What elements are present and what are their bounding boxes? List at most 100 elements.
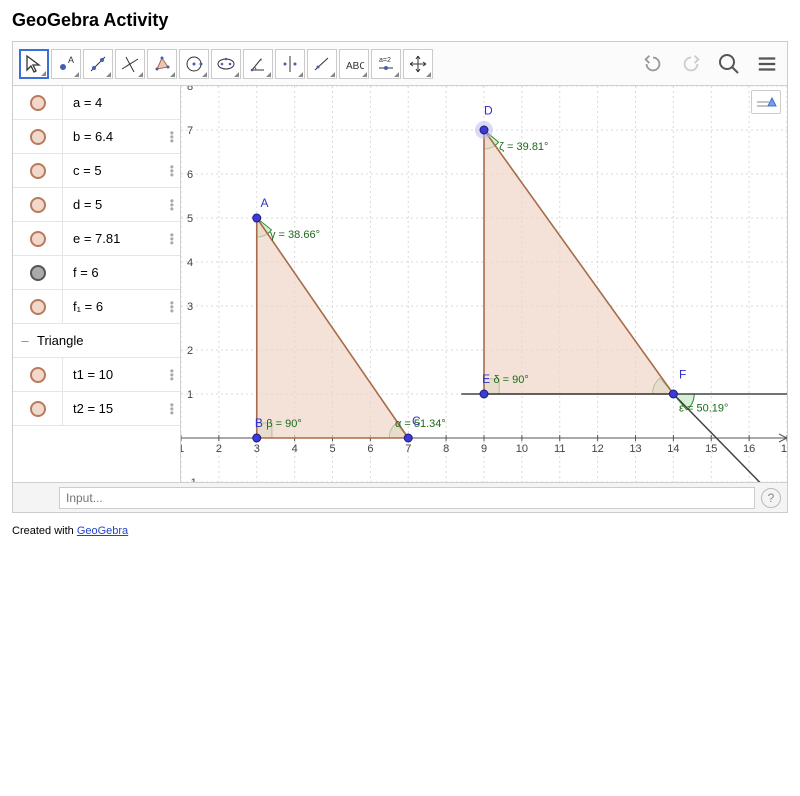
svg-text:15: 15 bbox=[705, 443, 717, 455]
svg-text:12: 12 bbox=[592, 443, 604, 455]
algebra-row[interactable]: f = 6 bbox=[13, 256, 180, 290]
page-title: GeoGebra Activity bbox=[0, 0, 800, 41]
svg-text:D: D bbox=[484, 104, 493, 118]
workspace: a = 4b = 6.4•••c = 5•••d = 5•••e = 7.81•… bbox=[13, 86, 787, 482]
algebra-label: c = 5 bbox=[63, 163, 102, 178]
svg-text:B: B bbox=[255, 416, 263, 430]
help-button[interactable]: ? bbox=[761, 488, 781, 508]
tool-ellipse[interactable] bbox=[211, 49, 241, 79]
algebra-row[interactable]: e = 7.81••• bbox=[13, 222, 180, 256]
algebra-label: d = 5 bbox=[63, 197, 102, 212]
command-input[interactable] bbox=[59, 487, 755, 509]
toolbar-right bbox=[639, 50, 781, 78]
input-bar: ? bbox=[13, 482, 787, 512]
collapse-icon[interactable]: – bbox=[19, 333, 31, 348]
svg-text:a=2: a=2 bbox=[379, 57, 391, 64]
visibility-dot[interactable] bbox=[30, 95, 46, 111]
footer-text: Created with bbox=[12, 525, 77, 537]
svg-text:11: 11 bbox=[554, 443, 565, 455]
row-menu-icon[interactable]: ••• bbox=[170, 403, 174, 415]
graphics-style-button[interactable] bbox=[751, 90, 781, 114]
redo-button[interactable] bbox=[677, 50, 705, 78]
geogebra-app: A ° ABC a=2 a = 4 b = 6.4 ••• c = 5 ••• d = 5 •••… bbox=[12, 41, 788, 513]
visibility-dot[interactable] bbox=[30, 265, 46, 281]
tool-reflect[interactable] bbox=[275, 49, 305, 79]
visibility-dot[interactable] bbox=[30, 367, 46, 383]
visibility-dot[interactable] bbox=[30, 197, 46, 213]
svg-text:14: 14 bbox=[667, 443, 679, 455]
svg-text:3: 3 bbox=[187, 301, 193, 313]
row-menu-icon[interactable]: ••• bbox=[170, 165, 174, 177]
svg-text:2: 2 bbox=[216, 443, 222, 455]
svg-text:E: E bbox=[482, 372, 490, 386]
svg-text:5: 5 bbox=[329, 443, 335, 455]
algebra-label: f₁ = 6 bbox=[63, 299, 103, 314]
algebra-row[interactable]: f₁ = 6 ••• bbox=[13, 290, 180, 324]
svg-text:2: 2 bbox=[187, 345, 193, 357]
svg-text:ε = 50.19°: ε = 50.19° bbox=[679, 403, 728, 415]
svg-text:3: 3 bbox=[254, 443, 260, 455]
svg-text:16: 16 bbox=[743, 443, 755, 455]
menu-button[interactable] bbox=[753, 50, 781, 78]
visibility-dot[interactable] bbox=[30, 401, 46, 417]
svg-text:1: 1 bbox=[187, 389, 193, 401]
algebra-view: a = 4b = 6.4•••c = 5•••d = 5•••e = 7.81•… bbox=[13, 86, 181, 482]
tool-circle[interactable] bbox=[179, 49, 209, 79]
algebra-row[interactable]: c = 5 ••• bbox=[13, 154, 180, 188]
algebra-label: Triangle bbox=[31, 333, 83, 348]
svg-text:7: 7 bbox=[187, 125, 193, 137]
tool-translate[interactable] bbox=[307, 49, 337, 79]
svg-text:8: 8 bbox=[443, 443, 449, 455]
tool-angle[interactable]: ° bbox=[243, 49, 273, 79]
visibility-dot[interactable] bbox=[30, 163, 46, 179]
svg-text:ζ = 39.81°: ζ = 39.81° bbox=[499, 141, 548, 153]
toolbar: A ° ABC a=2 bbox=[13, 42, 787, 86]
tool-text[interactable]: ABC bbox=[339, 49, 369, 79]
svg-text:-1: -1 bbox=[187, 477, 197, 482]
graph-canvas[interactable]: 1234567891011121314151617-112345678ABCDE… bbox=[181, 86, 787, 482]
svg-text:9: 9 bbox=[481, 443, 487, 455]
footer-link[interactable]: GeoGebra bbox=[77, 525, 128, 537]
visibility-dot[interactable] bbox=[30, 299, 46, 315]
algebra-row[interactable]: d = 5 ••• bbox=[13, 188, 180, 222]
row-menu-icon[interactable]: ••• bbox=[170, 301, 174, 313]
svg-text:10: 10 bbox=[516, 443, 528, 455]
svg-text:6: 6 bbox=[187, 169, 193, 181]
visibility-dot[interactable] bbox=[30, 231, 46, 247]
algebra-label: t2 = 15 bbox=[63, 401, 113, 416]
svg-text:β = 90°: β = 90° bbox=[266, 418, 302, 430]
footer: Created with GeoGebra bbox=[0, 513, 800, 549]
row-menu-icon[interactable]: ••• bbox=[170, 131, 174, 143]
svg-text:13: 13 bbox=[629, 443, 641, 455]
row-menu-icon[interactable]: ••• bbox=[170, 199, 174, 211]
tool-line[interactable] bbox=[83, 49, 113, 79]
svg-text:δ = 90°: δ = 90° bbox=[493, 374, 528, 386]
tool-perp[interactable] bbox=[115, 49, 145, 79]
algebra-row[interactable]: t2 = 15 ••• bbox=[13, 392, 180, 426]
algebra-row[interactable]: a = 4 bbox=[13, 86, 180, 120]
algebra-row[interactable]: –Triangle bbox=[13, 324, 180, 358]
svg-text:6: 6 bbox=[367, 443, 373, 455]
graphics-view[interactable]: 1234567891011121314151617-112345678ABCDE… bbox=[181, 86, 787, 482]
row-menu-icon[interactable]: ••• bbox=[170, 369, 174, 381]
svg-text:5: 5 bbox=[187, 213, 193, 225]
svg-text:γ = 38.66°: γ = 38.66° bbox=[270, 229, 320, 241]
tool-cursor[interactable] bbox=[19, 49, 49, 79]
algebra-row[interactable]: b = 6.4 ••• bbox=[13, 120, 180, 154]
svg-text:ABC: ABC bbox=[346, 61, 364, 72]
algebra-row[interactable]: t1 = 10••• bbox=[13, 358, 180, 392]
svg-text:1: 1 bbox=[181, 443, 184, 455]
svg-text:F: F bbox=[679, 368, 686, 382]
tool-move-view[interactable] bbox=[403, 49, 433, 79]
tool-polygon[interactable] bbox=[147, 49, 177, 79]
tool-slider[interactable]: a=2 bbox=[371, 49, 401, 79]
svg-text:4: 4 bbox=[187, 257, 193, 269]
tool-point[interactable]: A bbox=[51, 49, 81, 79]
search-button[interactable] bbox=[715, 50, 743, 78]
svg-text:8: 8 bbox=[187, 86, 193, 93]
undo-button[interactable] bbox=[639, 50, 667, 78]
algebra-label: b = 6.4 bbox=[63, 129, 113, 144]
svg-text:4: 4 bbox=[292, 443, 298, 455]
visibility-dot[interactable] bbox=[30, 129, 46, 145]
row-menu-icon[interactable]: ••• bbox=[170, 233, 174, 245]
